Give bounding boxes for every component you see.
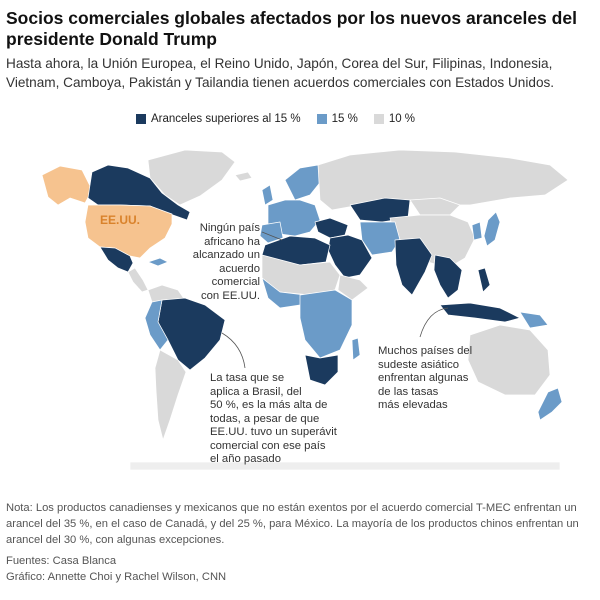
legend-swatch-high xyxy=(136,114,146,124)
region-russia xyxy=(317,149,569,211)
region-antarctica xyxy=(129,461,561,470)
region-iran-pakistan xyxy=(359,221,401,256)
region-uk xyxy=(261,184,274,206)
region-scandinavia xyxy=(284,164,323,201)
legend-label-low: 10 % xyxy=(388,113,416,125)
region-greenland xyxy=(147,149,236,206)
legend-swatch-low xyxy=(373,114,384,124)
region-new-zealand xyxy=(537,387,563,421)
region-korea xyxy=(471,221,483,241)
region-horn-of-africa xyxy=(337,274,369,301)
leader-line-africa xyxy=(261,231,283,241)
legend-swatch-mid xyxy=(316,114,327,124)
region-australia xyxy=(467,324,551,396)
chart-subtitle: Hasta ahora, la Unión Europea, el Reino … xyxy=(6,56,555,90)
region-southeast-asia xyxy=(433,254,463,299)
region-alaska xyxy=(41,165,93,206)
leader-line-asia xyxy=(419,307,449,338)
region-philippines xyxy=(477,267,491,293)
region-mexico xyxy=(99,246,134,273)
region-balkans-turkey xyxy=(314,217,349,239)
region-caribbean xyxy=(147,257,169,267)
region-southern-south-america xyxy=(154,349,187,441)
region-central-america xyxy=(127,267,149,293)
region-mongolia xyxy=(409,197,461,216)
legend-item-low: 10 % xyxy=(373,113,416,125)
world-map: EE.UU. xyxy=(41,149,569,470)
legend-label-high: Aranceles superiores al 15 % xyxy=(151,113,301,125)
region-peru-bolivia xyxy=(144,299,169,351)
region-japan xyxy=(483,211,501,247)
annotation-asia: Muchos países del sudeste asiático enfre… xyxy=(378,345,473,411)
region-madagascar xyxy=(351,337,361,361)
region-indonesia xyxy=(439,302,521,323)
region-usa xyxy=(84,204,173,259)
us-label: EE.UU. xyxy=(100,213,140,227)
footnote: Nota: Los productos canadienses y mexica… xyxy=(6,502,579,546)
legend-item-mid: 15 % xyxy=(316,113,358,125)
region-central-africa xyxy=(299,289,353,359)
chart-title: Socios comerciales globales afectados po… xyxy=(6,8,577,49)
leader-line-brazil xyxy=(221,332,246,369)
region-india xyxy=(394,237,433,296)
region-middle-east xyxy=(327,234,373,279)
legend-item-high: Aranceles superiores al 15 % xyxy=(136,113,301,125)
credits: Gráfico: Annette Choi y Rachel Wilson, C… xyxy=(6,571,227,583)
annotation-africa: Ningún país africano ha alcanzado un acu… xyxy=(192,222,260,302)
legend: Aranceles superiores al 15 % 15 % 10 % xyxy=(136,112,431,126)
region-papua xyxy=(519,311,549,329)
sources: Fuentes: Casa Blanca xyxy=(6,555,117,567)
region-southern-africa xyxy=(304,354,339,386)
region-iceland xyxy=(234,171,253,182)
legend-label-mid: 15 % xyxy=(331,113,358,125)
annotation-brazil: La tasa que se aplica a Brasil, del 50 %… xyxy=(210,372,337,465)
